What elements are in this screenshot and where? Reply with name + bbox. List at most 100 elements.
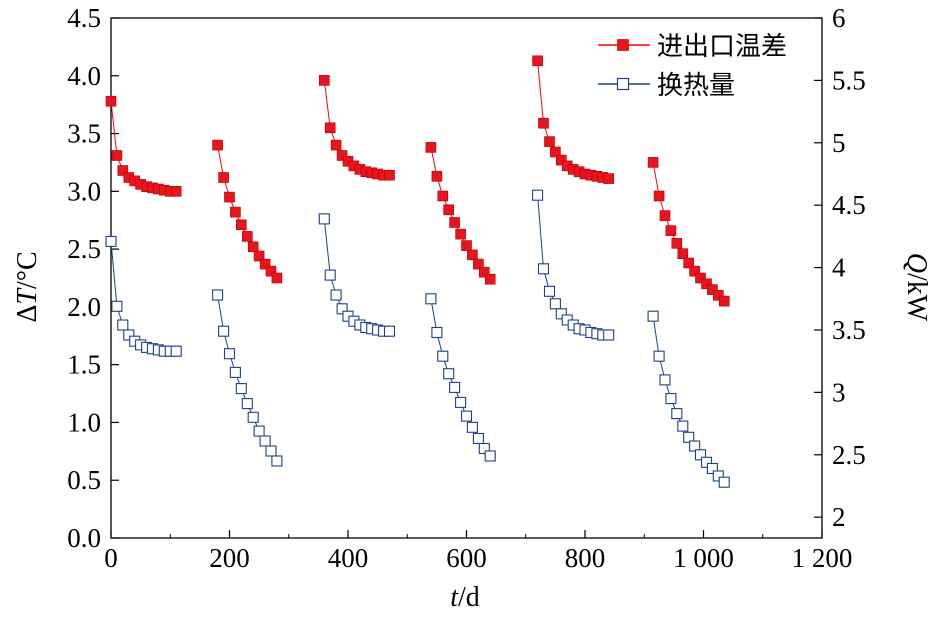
data-point — [683, 257, 695, 269]
data-point — [265, 265, 277, 277]
data-point — [677, 248, 689, 259]
data-point — [336, 150, 348, 161]
data-point — [473, 258, 484, 270]
data-point — [543, 285, 556, 297]
data-point — [437, 350, 449, 362]
data-point — [532, 189, 544, 201]
data-point — [105, 235, 117, 247]
legend-label-temp-diff: 进出口温差 — [657, 32, 787, 62]
right-y-tick-label: 3 — [832, 377, 846, 407]
data-point — [324, 122, 336, 134]
data-point — [455, 228, 466, 240]
data-point — [229, 366, 241, 378]
data-point — [111, 300, 123, 312]
series-line — [110, 241, 177, 352]
left-y-axis-var: T — [12, 287, 43, 305]
data-point — [718, 476, 730, 488]
data-point — [117, 165, 129, 176]
data-point — [318, 75, 330, 86]
data-point — [694, 449, 707, 461]
data-point — [603, 329, 615, 341]
series-temp-diff — [105, 55, 730, 307]
data-point — [603, 173, 615, 184]
data-point — [466, 421, 478, 433]
right-y-tick-label: 5.5 — [832, 65, 866, 95]
data-point — [259, 258, 271, 270]
data-point — [437, 190, 449, 202]
data-point — [537, 263, 550, 275]
left-y-tick-label: 4.5 — [67, 3, 101, 33]
left-y-tick-label: 0.5 — [67, 465, 101, 495]
right-y-tick-label: 2 — [832, 502, 846, 532]
data-point — [671, 238, 683, 249]
data-point — [324, 269, 336, 281]
data-point — [431, 171, 443, 182]
data-point — [478, 266, 490, 278]
right-y-tick-label: 4.5 — [832, 190, 866, 220]
data-point — [484, 273, 496, 285]
right-y-tick-label: 6 — [832, 3, 846, 33]
data-point — [555, 308, 567, 320]
right-y-axis-ticks: 2 2.5 3 3.5 4 4.5 5 5.5 6 — [814, 3, 866, 532]
data-point — [549, 298, 561, 310]
data-point — [218, 325, 230, 337]
data-point — [449, 217, 460, 228]
data-point — [253, 250, 265, 262]
series-line — [430, 298, 491, 457]
x-axis-unit: /d — [458, 582, 480, 613]
left-y-axis-ticks: 0.0 0.5 1.0 1.5 2.0 2.5 3.0 3.5 4.0 4.5 — [67, 3, 119, 553]
data-point — [330, 139, 342, 151]
data-point — [665, 225, 677, 236]
data-point — [259, 435, 271, 447]
data-point — [671, 408, 683, 420]
data-point — [455, 396, 467, 408]
data-point — [472, 432, 484, 445]
data-point — [223, 348, 236, 360]
data-point — [449, 381, 461, 393]
data-point — [478, 442, 490, 455]
data-point — [111, 150, 123, 161]
left-y-tick-label: 3.0 — [67, 176, 101, 206]
left-y-axis-unit: /°C — [12, 251, 43, 289]
data-point — [384, 169, 395, 181]
data-point — [236, 219, 247, 231]
x-tick-label: 800 — [565, 543, 606, 573]
data-point — [253, 425, 265, 437]
x-tick-label: 600 — [446, 543, 487, 573]
plot-area — [105, 55, 730, 488]
right-y-tick-label: 4 — [832, 253, 846, 283]
data-point — [700, 456, 713, 468]
data-point — [271, 272, 283, 284]
data-point — [425, 293, 437, 305]
data-point — [544, 136, 555, 147]
data-point — [538, 117, 549, 129]
data-point — [271, 455, 283, 467]
series-line — [652, 316, 725, 483]
data-point — [330, 289, 342, 301]
series-heat-transfer — [105, 189, 730, 488]
data-point — [532, 55, 543, 67]
legend-label-heat-transfer: 换热量 — [657, 71, 735, 101]
left-y-axis-prefix: Δ — [12, 305, 43, 323]
data-point — [461, 240, 472, 251]
data-point — [247, 411, 259, 423]
legend-marker-heat-transfer — [616, 77, 630, 91]
data-point — [247, 241, 259, 253]
data-point — [706, 462, 718, 475]
data-point — [242, 231, 253, 242]
data-point — [677, 420, 689, 432]
series-line — [217, 145, 278, 279]
data-point — [212, 139, 223, 151]
x-tick-label: 1 200 — [792, 543, 853, 573]
legend: 进出口温差 换热量 — [598, 32, 787, 101]
data-point — [665, 393, 677, 405]
x-tick-label: 0 — [104, 543, 118, 573]
data-point — [265, 445, 277, 457]
data-point — [336, 303, 348, 315]
data-point — [555, 154, 567, 166]
data-point — [647, 310, 659, 322]
left-y-tick-label: 3.5 — [67, 119, 101, 149]
data-point — [689, 265, 700, 277]
data-point — [212, 289, 224, 301]
left-y-tick-label: 1.0 — [67, 407, 101, 437]
